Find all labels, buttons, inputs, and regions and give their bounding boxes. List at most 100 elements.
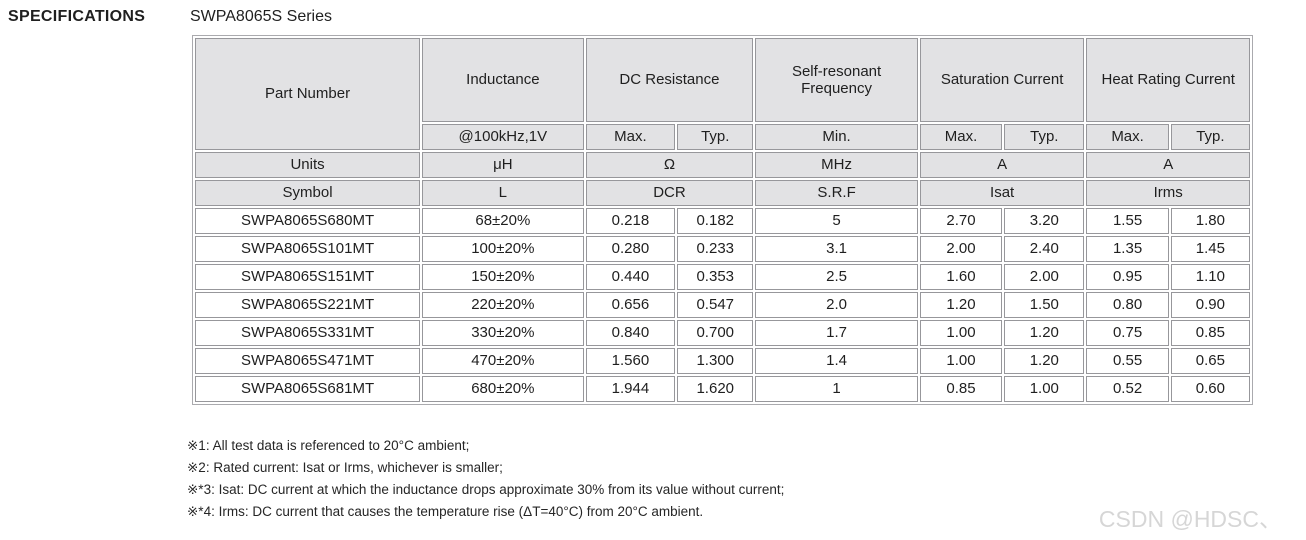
cell-srf-min: 1.4: [755, 348, 918, 374]
cell-irms-typ: 0.60: [1170, 376, 1250, 402]
cell-srf-min: 1: [755, 376, 918, 402]
cell-part-number: SWPA8065S331MT: [195, 320, 421, 346]
header-row-main: Part Number Inductance DC Resistance Sel…: [195, 38, 1250, 150]
subheader-irms-max: Max.: [1086, 124, 1169, 150]
cell-dcr-max: 0.656: [585, 292, 676, 318]
cell-srf-min: 5: [755, 208, 918, 234]
cell-part-number: SWPA8065S681MT: [195, 376, 421, 402]
cell-part-number: SWPA8065S221MT: [195, 292, 421, 318]
subheader-irms-typ: Typ.: [1170, 124, 1250, 150]
cell-dcr-max: 0.218: [585, 208, 676, 234]
subheader-isat-typ: Typ.: [1004, 124, 1085, 150]
cell-isat-max: 2.70: [919, 208, 1003, 234]
cell-inductance: 680±20%: [422, 376, 584, 402]
cell-part-number: SWPA8065S680MT: [195, 208, 421, 234]
cell-isat-max: 1.20: [919, 292, 1003, 318]
subheader-srf-min: Min.: [755, 124, 918, 150]
cell-isat-typ: 1.20: [1004, 348, 1085, 374]
subheader-dcr-typ: Typ.: [677, 124, 754, 150]
cell-irms-max: 0.95: [1086, 264, 1169, 290]
page-title: SPECIFICATIONS: [8, 8, 146, 25]
table-row: SWPA8065S681MT 680±20% 1.944 1.620 1 0.8…: [195, 376, 1250, 402]
watermark: CSDN @HDSC、: [1098, 506, 1282, 532]
cell-isat-typ: 2.00: [1004, 264, 1085, 290]
col-header-self-resonant-frequency: Self-resonant Frequency: [755, 38, 918, 122]
units-label: Units: [195, 152, 421, 178]
table-row: SWPA8065S101MT 100±20% 0.280 0.233 3.1 2…: [195, 236, 1250, 262]
symbol-saturation-current: Isat: [919, 180, 1085, 206]
cell-irms-typ: 0.65: [1170, 348, 1250, 374]
cell-dcr-max: 1.560: [585, 348, 676, 374]
cell-irms-typ: 1.45: [1170, 236, 1250, 262]
symbol-label: Symbol: [195, 180, 421, 206]
symbol-dc-resistance: DCR: [585, 180, 754, 206]
symbol-heat-rating-current: Irms: [1086, 180, 1250, 206]
cell-irms-max: 1.55: [1086, 208, 1169, 234]
subheader-isat-max: Max.: [919, 124, 1003, 150]
subheader-dcr-max: Max.: [585, 124, 676, 150]
specifications-table: Part Number Inductance DC Resistance Sel…: [192, 35, 1253, 405]
footnote-4: ※*4: Irms: DC current that causes the te…: [187, 504, 704, 519]
cell-part-number: SWPA8065S101MT: [195, 236, 421, 262]
cell-inductance: 220±20%: [422, 292, 584, 318]
symbol-srf: S.R.F: [755, 180, 918, 206]
symbol-inductance: L: [422, 180, 584, 206]
cell-isat-typ: 2.40: [1004, 236, 1085, 262]
units-row: Units μH Ω MHz A A: [195, 152, 1250, 178]
cell-irms-max: 0.55: [1086, 348, 1169, 374]
cell-inductance: 100±20%: [422, 236, 584, 262]
cell-srf-min: 2.5: [755, 264, 918, 290]
cell-srf-min: 2.0: [755, 292, 918, 318]
cell-dcr-typ: 0.233: [677, 236, 754, 262]
col-header-heat-rating-current: Heat Rating Current: [1086, 38, 1250, 122]
cell-isat-max: 1.00: [919, 320, 1003, 346]
footnote-1: ※1: All test data is referenced to 20°C …: [187, 438, 470, 453]
cell-isat-max: 2.00: [919, 236, 1003, 262]
col-header-dc-resistance: DC Resistance: [585, 38, 754, 122]
cell-inductance: 330±20%: [422, 320, 584, 346]
series-name: SWPA8065S Series: [190, 8, 332, 25]
cell-dcr-typ: 0.353: [677, 264, 754, 290]
footnote-3: ※*3: Isat: DC current at which the induc…: [187, 482, 785, 497]
col-header-inductance: Inductance: [422, 38, 584, 122]
cell-dcr-max: 0.440: [585, 264, 676, 290]
cell-dcr-typ: 0.182: [677, 208, 754, 234]
cell-dcr-max: 1.944: [585, 376, 676, 402]
unit-srf: MHz: [755, 152, 918, 178]
cell-isat-max: 0.85: [919, 376, 1003, 402]
footnotes: ※1: All test data is referenced to 20°C …: [187, 435, 784, 523]
symbol-row: Symbol L DCR S.R.F Isat Irms: [195, 180, 1250, 206]
table-row: SWPA8065S331MT 330±20% 0.840 0.700 1.7 1…: [195, 320, 1250, 346]
table-row: SWPA8065S151MT 150±20% 0.440 0.353 2.5 1…: [195, 264, 1250, 290]
unit-inductance: μH: [422, 152, 584, 178]
col-header-part-number: Part Number: [195, 38, 421, 150]
cell-isat-max: 1.60: [919, 264, 1003, 290]
unit-dc-resistance: Ω: [585, 152, 754, 178]
cell-part-number: SWPA8065S471MT: [195, 348, 421, 374]
cell-dcr-max: 0.840: [585, 320, 676, 346]
cell-irms-typ: 1.80: [1170, 208, 1250, 234]
cell-srf-min: 3.1: [755, 236, 918, 262]
cell-irms-typ: 1.10: [1170, 264, 1250, 290]
cell-dcr-typ: 0.547: [677, 292, 754, 318]
cell-irms-max: 0.80: [1086, 292, 1169, 318]
cell-irms-max: 0.75: [1086, 320, 1169, 346]
cell-dcr-max: 0.280: [585, 236, 676, 262]
cell-irms-max: 1.35: [1086, 236, 1169, 262]
header-row-sub: @100kHz,1V Max. Typ. Min. Max. Typ. Max.…: [195, 124, 1250, 150]
cell-dcr-typ: 0.700: [677, 320, 754, 346]
unit-saturation-current: A: [919, 152, 1085, 178]
cell-isat-typ: 1.00: [1004, 376, 1085, 402]
table-row: SWPA8065S471MT 470±20% 1.560 1.300 1.4 1…: [195, 348, 1250, 374]
table-row: SWPA8065S221MT 220±20% 0.656 0.547 2.0 1…: [195, 292, 1250, 318]
footnote-2: ※2: Rated current: Isat or Irms, whichev…: [187, 460, 503, 475]
cell-inductance: 470±20%: [422, 348, 584, 374]
subheader-inductance-condition: @100kHz,1V: [422, 124, 584, 150]
cell-isat-typ: 3.20: [1004, 208, 1085, 234]
table-row: SWPA8065S680MT 68±20% 0.218 0.182 5 2.70…: [195, 208, 1250, 234]
cell-isat-typ: 1.20: [1004, 320, 1085, 346]
cell-isat-max: 1.00: [919, 348, 1003, 374]
col-header-saturation-current: Saturation Current: [919, 38, 1085, 122]
cell-part-number: SWPA8065S151MT: [195, 264, 421, 290]
cell-dcr-typ: 1.300: [677, 348, 754, 374]
